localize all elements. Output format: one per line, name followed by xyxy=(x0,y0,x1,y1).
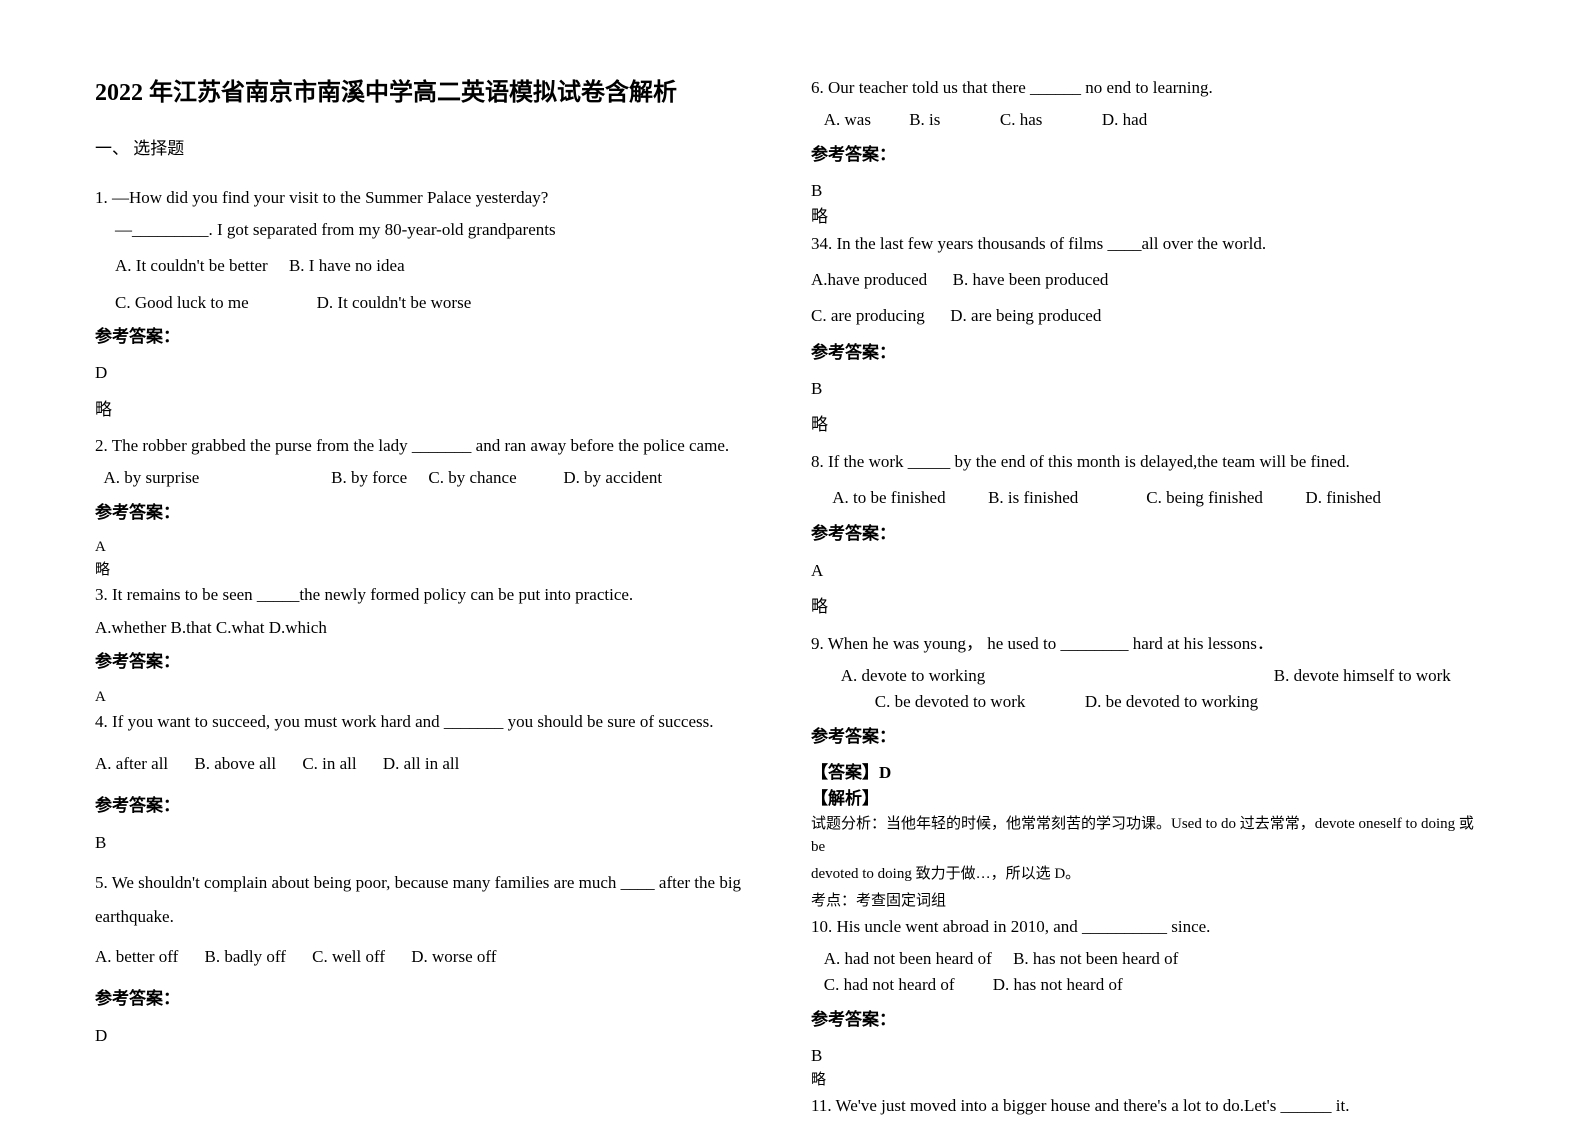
q7-line1: 34. In the last few years thousands of f… xyxy=(811,231,1487,257)
q1-line2: —_________. I got separated from my 80-y… xyxy=(95,217,771,243)
q4-optD: D. all in all xyxy=(383,751,459,777)
q7-optD: D. are being produced xyxy=(950,306,1101,325)
page: 2022 年江苏省南京市南溪中学高二英语模拟试卷含解析 一、 选择题 1. —H… xyxy=(0,0,1587,1122)
q8-answer-label: 参考答案： xyxy=(811,521,1487,547)
q9-expl2: devoted to doing 致力于做…，所以选 D。 xyxy=(811,863,1487,886)
q4-choices: A. after all B. above all C. in all D. a… xyxy=(95,751,771,777)
q6-choices: A. was B. is C. has D. had xyxy=(811,107,1487,133)
left-column: 2022 年江苏省南京市南溪中学高二英语模拟试卷含解析 一、 选择题 1. —H… xyxy=(95,75,811,1092)
q9-answer-label: 参考答案： xyxy=(811,724,1487,750)
q9-expl-header: 【解析】 xyxy=(811,786,1487,812)
q3-answer-label: 参考答案： xyxy=(95,649,771,675)
q1-optD: D. It couldn't be worse xyxy=(317,293,472,312)
q1-answer: D xyxy=(95,360,771,386)
section-heading: 一、 选择题 xyxy=(95,136,771,162)
q4-optA: A. after all xyxy=(95,751,168,777)
q5-optB: B. badly off xyxy=(205,944,286,970)
q6-answer-label: 参考答案： xyxy=(811,142,1487,168)
q8-optB: B. is finished xyxy=(988,488,1078,507)
q6-optB: B. is xyxy=(909,110,940,129)
q5-answer: D xyxy=(95,1023,771,1049)
q8-line1: 8. If the work _____ by the end of this … xyxy=(811,449,1487,475)
right-column: 6. Our teacher told us that there ______… xyxy=(811,75,1527,1092)
q1-optB: B. I have no idea xyxy=(289,256,405,275)
q1-optC: C. Good luck to me xyxy=(115,293,249,312)
q2-optC: C. by chance xyxy=(428,468,516,487)
q9-optB: B. devote himself to work xyxy=(1274,666,1451,685)
q5-line1: 5. We shouldn't complain about being poo… xyxy=(95,866,771,934)
q8-optC: C. being finished xyxy=(1146,488,1263,507)
q1-optA: A. It couldn't be better xyxy=(115,256,268,275)
q2-line1: 2. The robber grabbed the purse from the… xyxy=(95,433,771,459)
q6-line1: 6. Our teacher told us that there ______… xyxy=(811,75,1487,101)
q10-omit: 略 xyxy=(811,1069,1487,1092)
page-title: 2022 年江苏省南京市南溪中学高二英语模拟试卷含解析 xyxy=(95,75,771,112)
q4-answer-label: 参考答案： xyxy=(95,793,771,819)
q2-omit: 略 xyxy=(95,559,771,582)
q9-answer-bracket: 【答案】D xyxy=(811,760,1487,786)
q5-optC: C. well off xyxy=(312,944,385,970)
q5-optA: A. better off xyxy=(95,944,178,970)
q6-optC: C. has xyxy=(1000,110,1043,129)
q10-answer: B xyxy=(811,1043,1487,1069)
q8-optD: D. finished xyxy=(1305,488,1381,507)
q9-line1: 9. When he was young， he used to _______… xyxy=(811,631,1487,657)
q3-choices: A.whether B.that C.what D.which xyxy=(95,615,771,641)
q9-choices-row1: A. devote to working B. devote himself t… xyxy=(811,663,1487,689)
q9-expl3: 考点：考查固定词组 xyxy=(811,890,1487,913)
q9-optA: A. devote to working xyxy=(841,666,985,685)
q2-answer-label: 参考答案： xyxy=(95,500,771,526)
q7-answer-label: 参考答案： xyxy=(811,340,1487,366)
q6-optA: A. was xyxy=(824,110,871,129)
q9-optC: C. be devoted to work xyxy=(875,692,1026,711)
q7-choices-row2: C. are producing D. are being produced xyxy=(811,303,1487,329)
q10-optB: B. has not been heard of xyxy=(1013,949,1178,968)
q7-answer: B xyxy=(811,376,1487,402)
q8-omit: 略 xyxy=(811,594,1487,620)
q1-answer-label: 参考答案： xyxy=(95,324,771,350)
q6-answer: B xyxy=(811,178,1487,204)
q3-line1: 3. It remains to be seen _____the newly … xyxy=(95,582,771,608)
q8-choices: A. to be finished B. is finished C. bein… xyxy=(811,485,1487,511)
q5-optD: D. worse off xyxy=(411,944,496,970)
q6-omit: 略 xyxy=(811,204,1487,230)
q5-choices: A. better off B. badly off C. well off D… xyxy=(95,944,771,970)
q6-optD: D. had xyxy=(1102,110,1147,129)
q10-optD: D. has not heard of xyxy=(993,975,1123,994)
q7-optC: C. are producing xyxy=(811,306,925,325)
q8-optA: A. to be finished xyxy=(832,488,945,507)
q2-optB: B. by force xyxy=(331,468,407,487)
q1-omit: 略 xyxy=(95,397,771,423)
q10-optA: A. had not been heard of xyxy=(824,949,992,968)
q3-answer: A xyxy=(95,686,771,709)
q9-optD: D. be devoted to working xyxy=(1085,692,1258,711)
q9-choices-row2: C. be devoted to work D. be devoted to w… xyxy=(811,689,1487,715)
q4-answer: B xyxy=(95,830,771,856)
q7-omit: 略 xyxy=(811,412,1487,438)
q10-choices-row1: A. had not been heard of B. has not been… xyxy=(811,946,1487,972)
q4-line1: 4. If you want to succeed, you must work… xyxy=(95,709,771,735)
q1-line1: 1. —How did you find your visit to the S… xyxy=(95,185,771,211)
q10-optC: C. had not heard of xyxy=(824,975,955,994)
q10-line1: 10. His uncle went abroad in 2010, and _… xyxy=(811,914,1487,940)
q2-choices: A. by surprise B. by force C. by chance … xyxy=(95,465,771,491)
q10-choices-row2: C. had not heard of D. has not heard of xyxy=(811,972,1487,998)
q4-optC: C. in all xyxy=(302,751,356,777)
q9-expl1: 试题分析：当他年轻的时候，他常常刻苦的学习功课。Used to do 过去常常，… xyxy=(811,813,1487,860)
q4-optB: B. above all xyxy=(194,751,276,777)
q1-choices-row2: C. Good luck to me D. It couldn't be wor… xyxy=(95,290,771,316)
q10-answer-label: 参考答案： xyxy=(811,1007,1487,1033)
q5-answer-label: 参考答案： xyxy=(95,986,771,1012)
q2-optD: D. by accident xyxy=(563,468,662,487)
q2-answer: A xyxy=(95,536,771,559)
q11-line1: 11. We've just moved into a bigger house… xyxy=(811,1093,1487,1119)
q2-optA: A. by surprise xyxy=(104,468,200,487)
q8-answer: A xyxy=(811,558,1487,584)
q7-optB: B. have been produced xyxy=(953,270,1109,289)
q7-choices-row1: A.have produced B. have been produced xyxy=(811,267,1487,293)
q1-choices-row1: A. It couldn't be better B. I have no id… xyxy=(95,253,771,279)
q7-optA: A.have produced xyxy=(811,270,927,289)
